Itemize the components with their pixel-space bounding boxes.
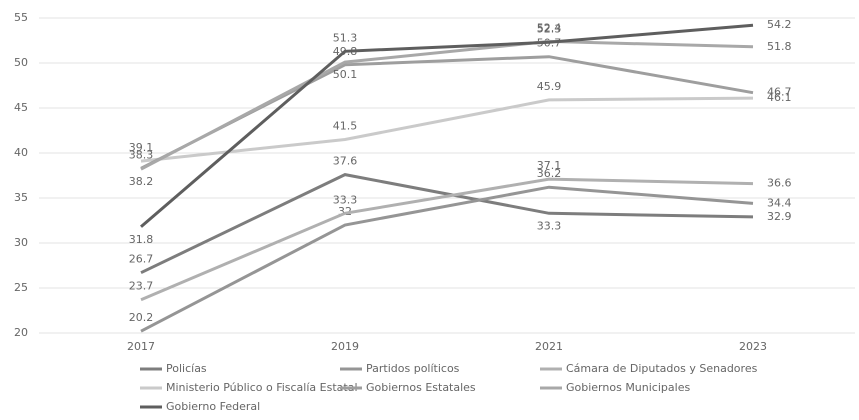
data-label: 20.2 [129, 311, 154, 324]
legend-label: Gobiernos Municipales [566, 381, 690, 394]
line [140, 96, 754, 163]
data-label: 52.3 [537, 22, 562, 35]
data-label: 51.8 [767, 40, 792, 53]
data-label: 37.6 [333, 155, 358, 168]
data-label: 33.3 [537, 219, 562, 232]
line [140, 173, 754, 275]
data-label: 31.8 [129, 233, 154, 246]
legend-label: Gobierno Federal [166, 400, 260, 413]
line [140, 39, 754, 171]
line [140, 177, 754, 302]
x-tick-label: 2023 [739, 340, 767, 353]
data-label: 36.2 [537, 167, 562, 180]
legend-label: Partidos políticos [366, 362, 460, 375]
data-label: 23.7 [129, 280, 154, 293]
data-label: 41.5 [333, 120, 358, 133]
data-label: 46.1 [767, 91, 792, 104]
data-label: 39.1 [129, 141, 154, 154]
data-label: 26.7 [129, 253, 154, 266]
legend-label: Cámara de Diputados y Senadores [566, 362, 758, 375]
line [140, 23, 754, 228]
y-tick-label: 40 [14, 146, 28, 159]
data-label: 50.1 [333, 68, 358, 81]
data-label: 54.2 [767, 18, 792, 31]
data-label: 34.4 [767, 196, 792, 209]
legend-label: Gobiernos Estatales [366, 381, 476, 394]
x-tick-label: 2021 [535, 340, 563, 353]
y-tick-label: 35 [14, 191, 28, 204]
data-label: 38.3 [129, 148, 154, 161]
data-label: 32.9 [767, 210, 792, 223]
y-tick-label: 45 [14, 101, 28, 114]
legend-label: Policías [166, 362, 207, 375]
legend-label: Ministerio Público o Fiscalía Estatal [166, 381, 358, 394]
data-label: 46.7 [767, 86, 792, 99]
y-tick-label: 55 [14, 11, 28, 24]
data-label: 37.1 [537, 159, 562, 172]
y-tick-label: 50 [14, 56, 28, 69]
y-tick-label: 30 [14, 236, 28, 249]
data-label: 45.9 [537, 80, 562, 93]
y-tick-label: 25 [14, 281, 28, 294]
data-label: 36.6 [767, 177, 792, 190]
data-label: 38.2 [129, 175, 154, 188]
x-tick-label: 2017 [127, 340, 155, 353]
data-label: 52.4 [537, 21, 562, 34]
y-tick-label: 20 [14, 326, 28, 339]
line [140, 185, 754, 333]
data-label: 51.3 [333, 31, 358, 44]
data-label: 33.3 [333, 193, 358, 206]
x-tick-label: 2019 [331, 340, 359, 353]
